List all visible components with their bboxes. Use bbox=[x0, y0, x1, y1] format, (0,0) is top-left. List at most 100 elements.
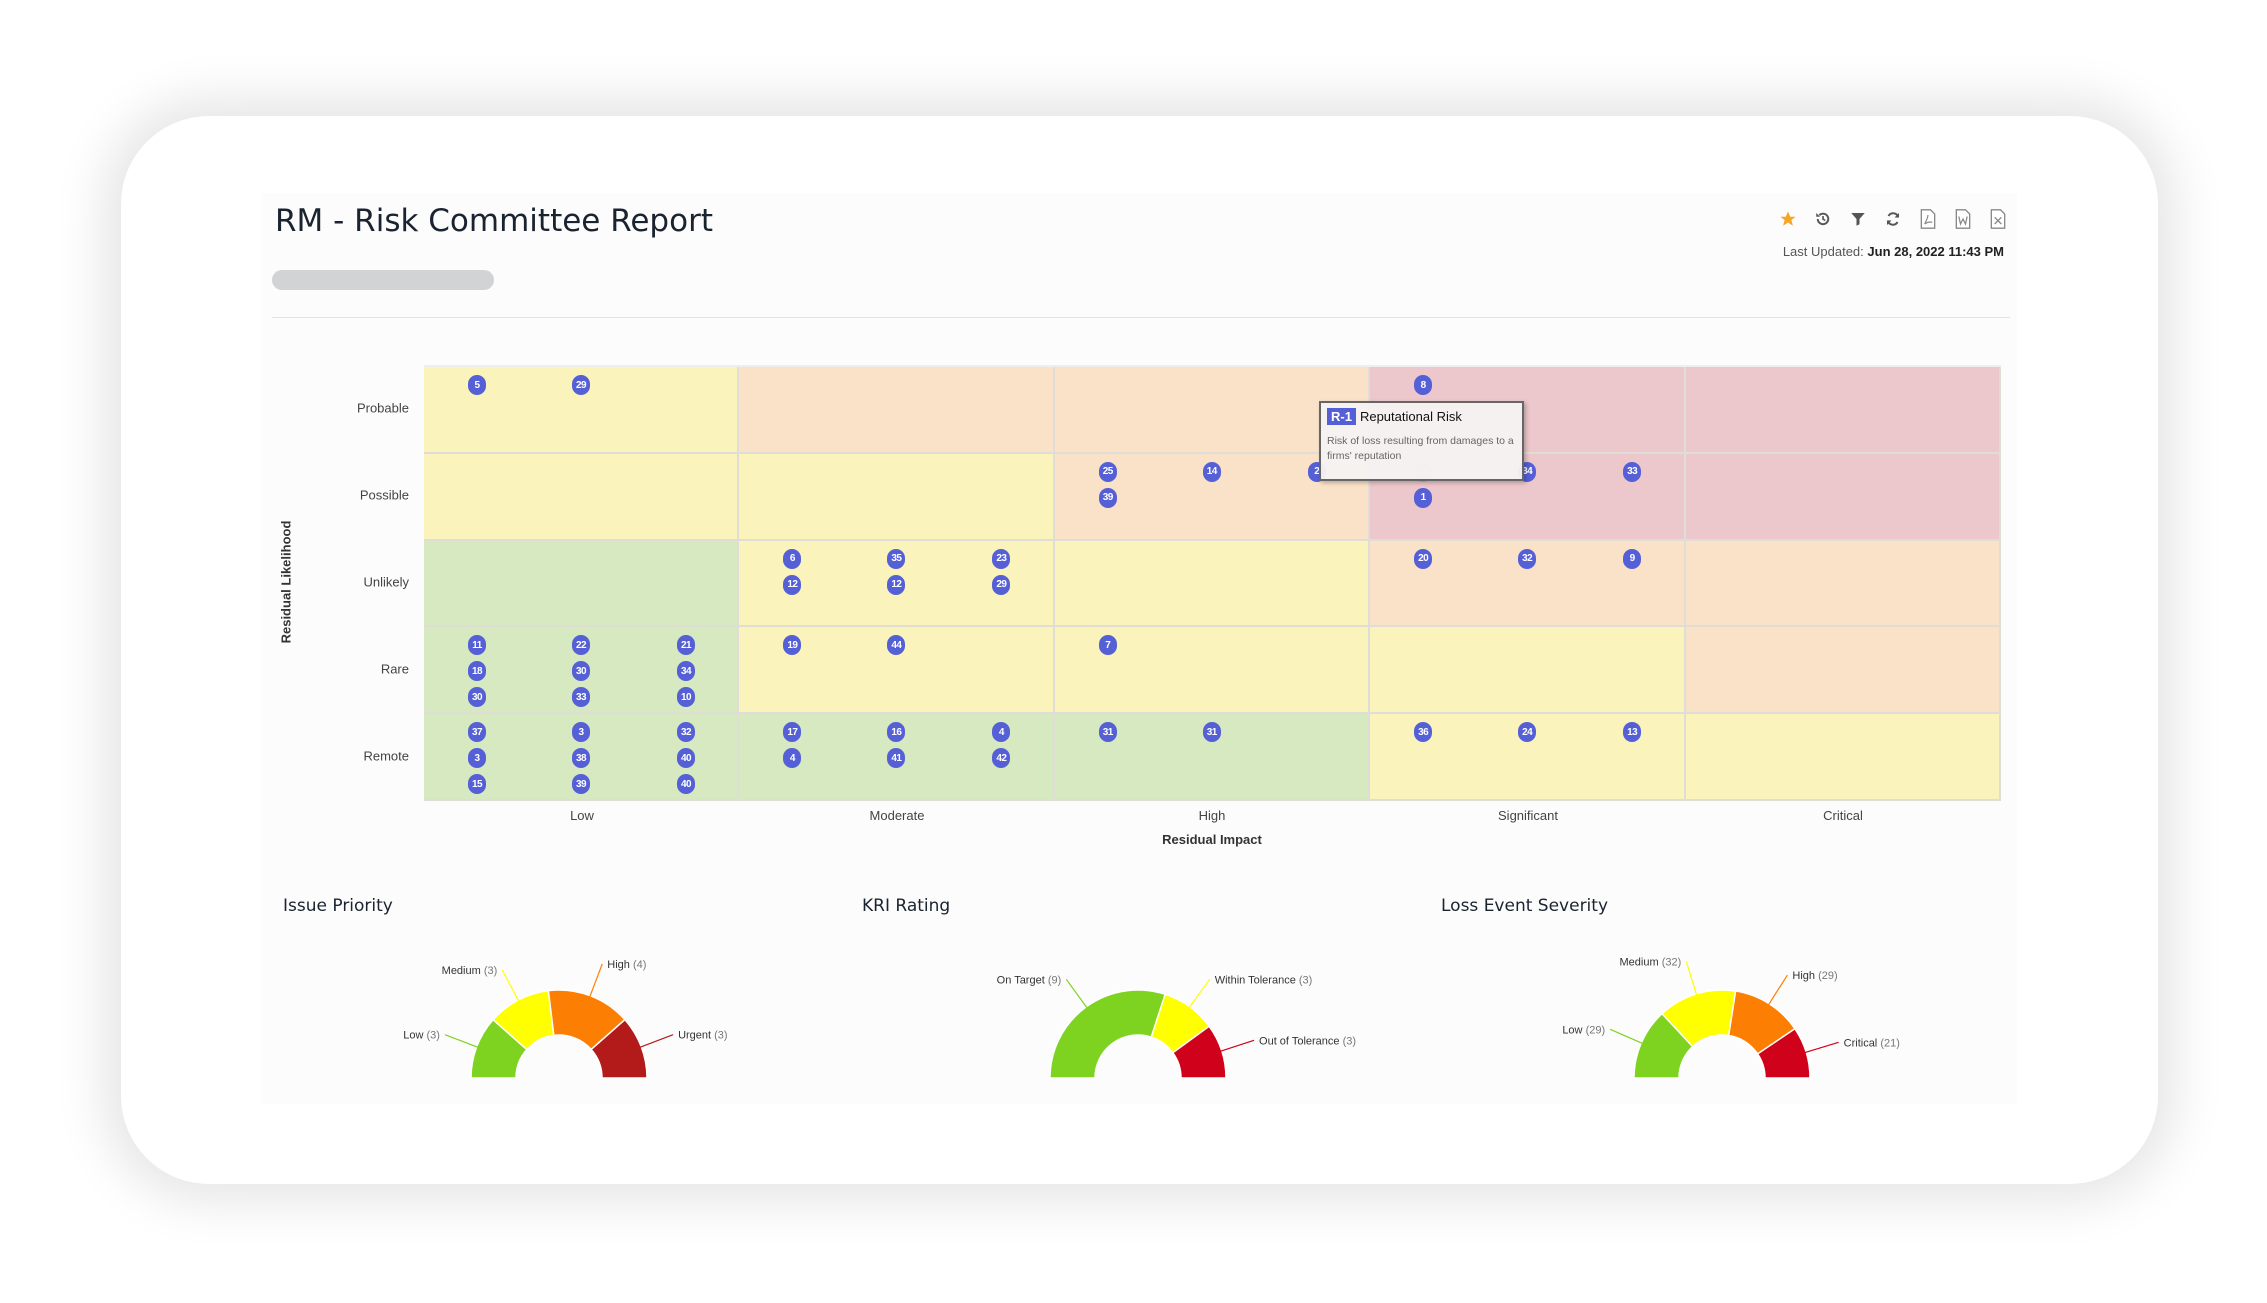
risk-badge[interactable]: 3 bbox=[572, 722, 590, 743]
risk-badge[interactable]: 6 bbox=[783, 548, 802, 569]
gauge-leader-line bbox=[1065, 978, 1091, 1013]
risk-badge[interactable]: 29 bbox=[992, 574, 1011, 595]
risk-badge[interactable]: 42 bbox=[992, 748, 1011, 769]
risk-badge[interactable]: 15 bbox=[468, 774, 486, 795]
cell-unlikely-low bbox=[424, 540, 740, 628]
risk-badge[interactable]: 24 bbox=[1518, 722, 1537, 743]
risk-badge[interactable]: 20 bbox=[1414, 548, 1433, 569]
risk-badge[interactable]: 31 bbox=[1202, 722, 1221, 743]
risk-badge[interactable]: 19 bbox=[783, 635, 802, 656]
divider bbox=[272, 317, 2010, 318]
col-label-low: Low bbox=[570, 808, 594, 823]
risk-badge[interactable]: 29 bbox=[572, 375, 590, 395]
row-label-unlikely: Unlikely bbox=[363, 574, 409, 590]
cell-rare-moderate: 19 44 bbox=[739, 627, 1055, 715]
gauge-label: Low (3) bbox=[403, 1030, 440, 1042]
filter-icon[interactable] bbox=[1846, 207, 1869, 230]
cell-remote-significant: 36 24 13 bbox=[1370, 714, 1686, 801]
risk-badge[interactable]: 7 bbox=[1098, 635, 1117, 656]
cell-probable-moderate bbox=[739, 367, 1055, 454]
refresh-icon[interactable] bbox=[1881, 207, 1904, 230]
cell-possible-critical bbox=[1685, 453, 2001, 541]
pdf-export-icon[interactable] bbox=[1916, 207, 1939, 230]
risk-badge[interactable]: 36 bbox=[1414, 722, 1433, 743]
risk-badge[interactable]: 30 bbox=[468, 687, 486, 708]
risk-badge[interactable]: 12 bbox=[887, 574, 906, 595]
risk-badge[interactable]: 34 bbox=[677, 661, 695, 682]
gauge-slice-on-target[interactable] bbox=[1049, 989, 1167, 1079]
risk-badge[interactable]: 41 bbox=[887, 748, 906, 769]
risk-badge[interactable]: 8 bbox=[1414, 375, 1433, 395]
gauge-label: On Target (9) bbox=[997, 974, 1062, 986]
cell-unlikely-significant: 20 32 9 bbox=[1370, 540, 1686, 628]
gauge-label: High (29) bbox=[1792, 970, 1837, 982]
tooltip-description: Risk of loss resulting from damages to a… bbox=[1327, 435, 1514, 462]
excel-export-icon[interactable] bbox=[1986, 207, 2009, 230]
risk-badge[interactable]: 18 bbox=[468, 661, 486, 682]
risk-badge[interactable]: 39 bbox=[1098, 487, 1117, 508]
risk-heatmap: 5298251423926343316352312122920329112221… bbox=[424, 365, 2001, 801]
risk-badge[interactable]: 40 bbox=[677, 774, 695, 795]
risk-badge[interactable]: 3 bbox=[468, 748, 486, 769]
risk-badge[interactable]: 30 bbox=[572, 661, 590, 682]
risk-badge[interactable]: 25 bbox=[1098, 461, 1117, 482]
risk-badge[interactable]: 38 bbox=[572, 748, 590, 769]
gauge-leader-line bbox=[635, 1034, 674, 1050]
cell-remote-low: 37 3 32 3 38 40 15 39 40 bbox=[424, 714, 740, 801]
last-updated-value: Jun 28, 2022 11:43 PM bbox=[1867, 244, 2004, 259]
cell-rare-significant bbox=[1370, 627, 1686, 715]
risk-badge[interactable]: 9 bbox=[1623, 548, 1642, 569]
gauge-leader-line bbox=[1609, 1028, 1648, 1046]
cell-rare-low: 11 22 21 18 30 34 30 33 10 bbox=[424, 627, 740, 715]
risk-badge[interactable]: 39 bbox=[572, 774, 590, 795]
risk-badge[interactable]: 35 bbox=[887, 548, 906, 569]
risk-badge[interactable]: 22 bbox=[572, 635, 590, 656]
risk-badge[interactable]: 44 bbox=[887, 635, 906, 656]
col-label-moderate: Moderate bbox=[869, 808, 925, 823]
risk-badge[interactable]: 33 bbox=[572, 687, 590, 708]
cell-unlikely-moderate: 6 35 23 12 12 29 bbox=[739, 540, 1055, 628]
risk-badge[interactable]: 11 bbox=[468, 635, 486, 656]
risk-badge[interactable]: 4 bbox=[783, 748, 802, 769]
cell-remote-high: 31 31 bbox=[1054, 714, 1371, 801]
risk-badge[interactable]: 32 bbox=[677, 722, 695, 743]
risk-badge[interactable]: 40 bbox=[677, 748, 695, 769]
star-icon[interactable] bbox=[1776, 207, 1799, 230]
gauge-leader-line bbox=[587, 963, 603, 1002]
risk-badge[interactable]: 16 bbox=[887, 722, 906, 743]
word-export-icon[interactable] bbox=[1951, 207, 1974, 230]
gauge-slice-urgent[interactable] bbox=[590, 1018, 648, 1079]
risk-badge[interactable]: 33 bbox=[1623, 461, 1642, 482]
risk-badge[interactable]: 23 bbox=[992, 548, 1011, 569]
cell-unlikely-critical bbox=[1685, 540, 2001, 628]
risk-badge[interactable]: 4 bbox=[992, 722, 1011, 743]
risk-badge[interactable]: 31 bbox=[1098, 722, 1117, 743]
risk-badge[interactable]: 1 bbox=[1414, 487, 1433, 508]
cell-probable-critical bbox=[1685, 367, 2001, 454]
gauge-leader-line bbox=[1215, 1039, 1255, 1054]
risk-badge[interactable]: 5 bbox=[468, 375, 486, 395]
gauge-slice-critical[interactable] bbox=[1756, 1027, 1811, 1079]
history-icon[interactable] bbox=[1811, 207, 1834, 230]
cell-possible-moderate bbox=[739, 453, 1055, 541]
risk-badge[interactable]: 37 bbox=[468, 722, 486, 743]
risk-badge[interactable]: 21 bbox=[677, 635, 695, 656]
risk-badge[interactable]: 14 bbox=[1202, 461, 1221, 482]
risk-badge[interactable]: 32 bbox=[1518, 548, 1537, 569]
issue-priority-title: Issue Priority bbox=[283, 896, 393, 916]
cell-possible-low bbox=[424, 453, 740, 541]
risk-badge[interactable]: 17 bbox=[783, 722, 802, 743]
col-label-critical: Critical bbox=[1823, 808, 1863, 823]
gauge-label: Medium (3) bbox=[442, 965, 498, 977]
loading-placeholder-bar bbox=[272, 270, 494, 290]
risk-badge[interactable]: 10 bbox=[677, 687, 695, 708]
row-label-remote: Remote bbox=[363, 748, 409, 764]
risk-badge[interactable]: 12 bbox=[783, 574, 802, 595]
cell-probable-low: 5 29 bbox=[424, 367, 740, 454]
page-title: RM - Risk Committee Report bbox=[275, 203, 713, 239]
gauge-slice-out-of-tolerance[interactable] bbox=[1171, 1025, 1227, 1079]
risk-badge[interactable]: 13 bbox=[1623, 722, 1642, 743]
last-updated-label: Last Updated: bbox=[1782, 244, 1864, 259]
gauge-label: High (4) bbox=[607, 959, 646, 971]
gauge-label: Out of Tolerance (3) bbox=[1259, 1035, 1356, 1047]
